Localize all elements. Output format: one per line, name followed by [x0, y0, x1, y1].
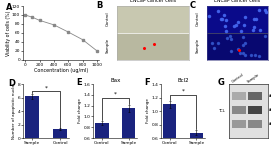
Text: Sample: Sample: [196, 38, 200, 53]
Text: C: C: [189, 1, 196, 10]
Y-axis label: Fold change: Fold change: [146, 99, 150, 123]
Y-axis label: Fold change: Fold change: [78, 99, 82, 123]
Bar: [232, 106, 246, 114]
Text: TCL: TCL: [219, 109, 226, 113]
Text: A: A: [6, 3, 13, 12]
Bar: [207, 6, 268, 33]
Text: Anti-Actin: Anti-Actin: [269, 122, 271, 126]
Text: *: *: [182, 88, 185, 94]
Text: Control: Control: [106, 12, 110, 26]
Title: Bcl2: Bcl2: [177, 78, 189, 83]
Text: *: *: [114, 92, 117, 96]
Bar: [248, 106, 262, 114]
Bar: [117, 6, 189, 33]
Bar: [248, 92, 262, 100]
Text: E: E: [76, 78, 82, 87]
Text: Anti-Bcl2: Anti-Bcl2: [269, 94, 271, 98]
X-axis label: Concentration (ug/ml): Concentration (ug/ml): [34, 68, 88, 73]
Text: Control: Control: [196, 12, 200, 26]
Text: Sample: Sample: [106, 38, 110, 53]
Title: Bax: Bax: [110, 78, 120, 83]
Text: G: G: [218, 78, 225, 87]
Bar: [163, 104, 176, 150]
Text: *: *: [45, 85, 48, 90]
Text: Control: Control: [231, 72, 244, 84]
Text: LNCaP cancer cells: LNCaP cancer cells: [214, 0, 260, 3]
Bar: [248, 120, 262, 128]
Bar: [232, 92, 246, 100]
Text: Anti-Bax: Anti-Bax: [269, 108, 271, 112]
Bar: [232, 120, 246, 128]
Text: Sample: Sample: [246, 72, 260, 84]
Y-axis label: Number of apoptotic nuclei: Number of apoptotic nuclei: [12, 83, 16, 139]
Bar: [190, 133, 203, 150]
Text: F: F: [144, 78, 150, 87]
Bar: [95, 123, 109, 150]
Bar: [122, 108, 135, 150]
Text: LNCaP cancer cells: LNCaP cancer cells: [130, 0, 176, 3]
Bar: [25, 96, 39, 138]
Text: D: D: [8, 79, 15, 88]
Text: B: B: [96, 1, 103, 10]
Bar: [53, 129, 67, 138]
Y-axis label: Viability of cells (%): Viability of cells (%): [6, 10, 11, 56]
